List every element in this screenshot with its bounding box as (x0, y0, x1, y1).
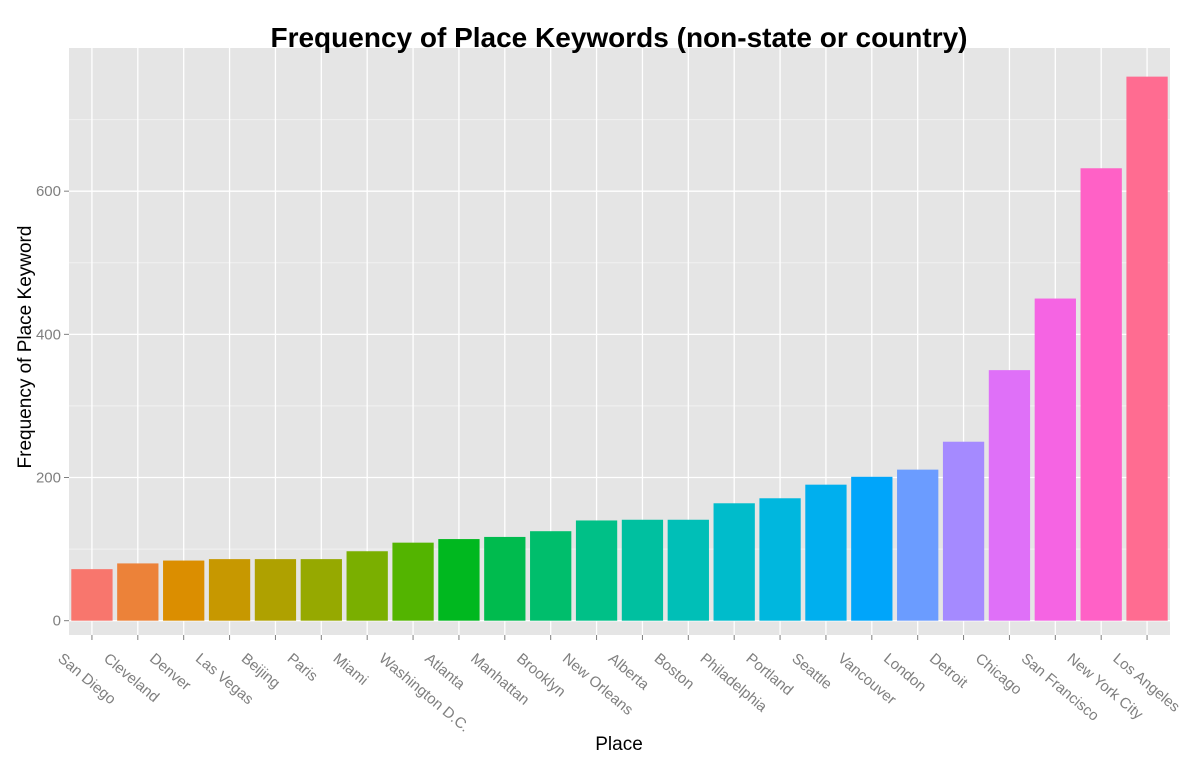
bar (346, 551, 388, 621)
y-tick-label: 600 (36, 183, 61, 200)
x-tick-label: Paris (284, 650, 321, 685)
y-tick-label: 0 (53, 613, 61, 630)
x-tick-label: San Francisco (1018, 650, 1102, 725)
bar (254, 559, 297, 621)
x-tick-label: Chicago (972, 650, 1025, 698)
bar (438, 539, 480, 621)
bar (163, 560, 205, 621)
bar (484, 536, 526, 621)
bar (942, 441, 985, 621)
plot-panel (69, 48, 1170, 635)
bar (1034, 298, 1076, 621)
bar (530, 531, 572, 621)
bar (988, 370, 1031, 621)
bar (667, 519, 709, 621)
minor-gridlines (69, 119, 1170, 550)
chart-title: Frequency of Place Keywords (non-state o… (270, 22, 967, 53)
bar (300, 559, 342, 621)
bar (208, 559, 251, 621)
bar (1080, 168, 1122, 621)
bar (759, 498, 801, 621)
y-tick-label: 400 (36, 326, 61, 343)
bars (71, 76, 1168, 621)
bar (897, 469, 939, 621)
bar (71, 569, 113, 621)
x-tick-label: Detroit (926, 650, 971, 692)
bar (575, 520, 618, 621)
y-axis-label: Frequency of Place Keyword (15, 226, 36, 469)
x-axis-label: Place (595, 734, 643, 755)
bar (117, 563, 159, 621)
bar (805, 484, 847, 621)
y-axis: 0 200 400 600 (36, 183, 69, 630)
y-tick-label: 200 (36, 470, 61, 487)
bar (392, 542, 434, 621)
bar (1126, 76, 1168, 621)
bar (851, 476, 893, 621)
bar (621, 519, 664, 621)
bar (713, 503, 755, 621)
x-tick-label: Boston (651, 650, 698, 693)
x-tick-label: Miami (330, 650, 372, 689)
